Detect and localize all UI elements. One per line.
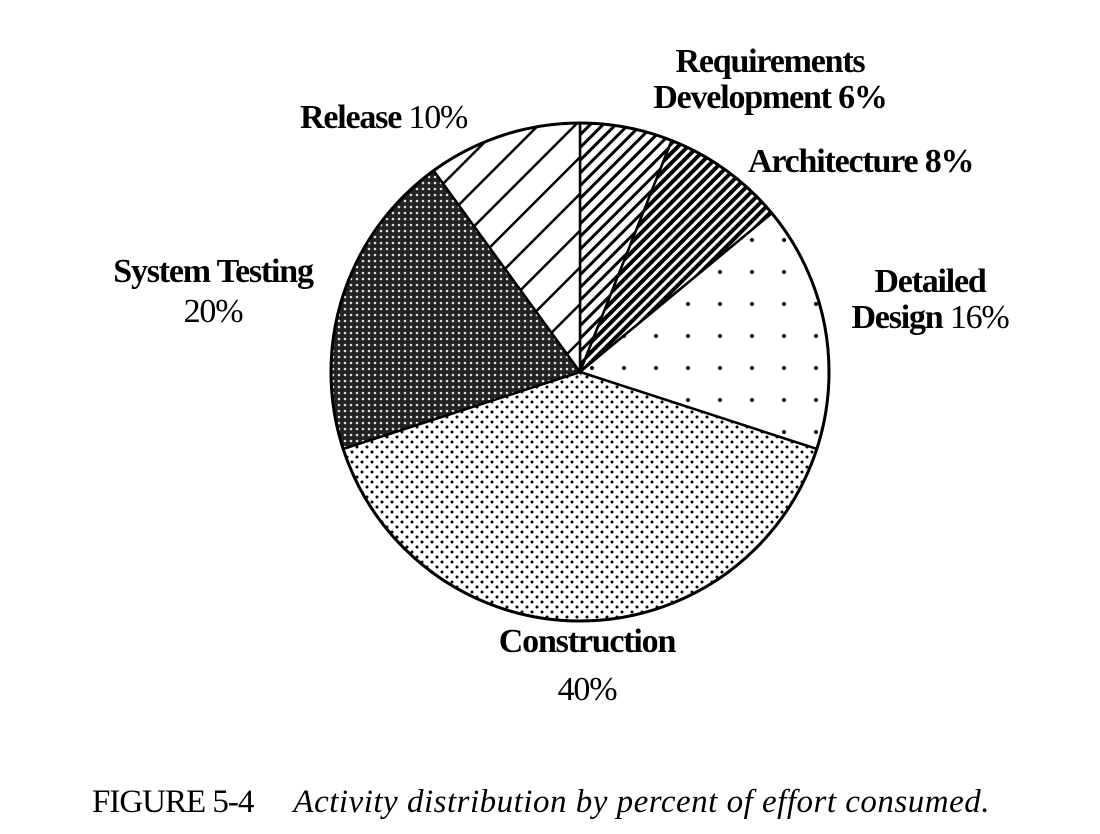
label-architecture: Architecture 8% <box>748 143 975 180</box>
label-text: System Testing <box>113 253 314 290</box>
label-text: Architecture <box>748 143 919 180</box>
figure-number: FIGURE 5-4 <box>92 784 254 820</box>
label-text: Design <box>851 299 943 336</box>
label-detailed-design: Detailed Design 16% <box>851 263 1010 336</box>
caption-text: Activity distribution by percent of effo… <box>293 784 990 820</box>
label-percent: 6% <box>838 79 888 116</box>
label-text: Release <box>300 99 402 136</box>
label-release: Release 10% <box>300 99 468 136</box>
label-percent: 10% <box>408 99 468 136</box>
pie-slices <box>329 121 831 623</box>
label-percent: 16% <box>949 299 1010 336</box>
label-text: Detailed <box>874 263 986 300</box>
pie-outline <box>329 121 831 623</box>
label-percent: 20% <box>183 293 244 330</box>
label-text: Construction <box>498 623 677 660</box>
label-percent: 8% <box>924 143 975 180</box>
label-construction: Construction 40% <box>498 623 677 708</box>
label-requirements-development: Requirements Development 6% <box>653 43 888 116</box>
figure-caption: FIGURE 5-4 Activity distribution by perce… <box>92 784 990 821</box>
label-text: Development <box>653 79 832 116</box>
label-system-testing: System Testing 20% <box>113 253 314 330</box>
label-text: Requirements <box>675 43 866 80</box>
label-percent: 40% <box>557 671 618 708</box>
